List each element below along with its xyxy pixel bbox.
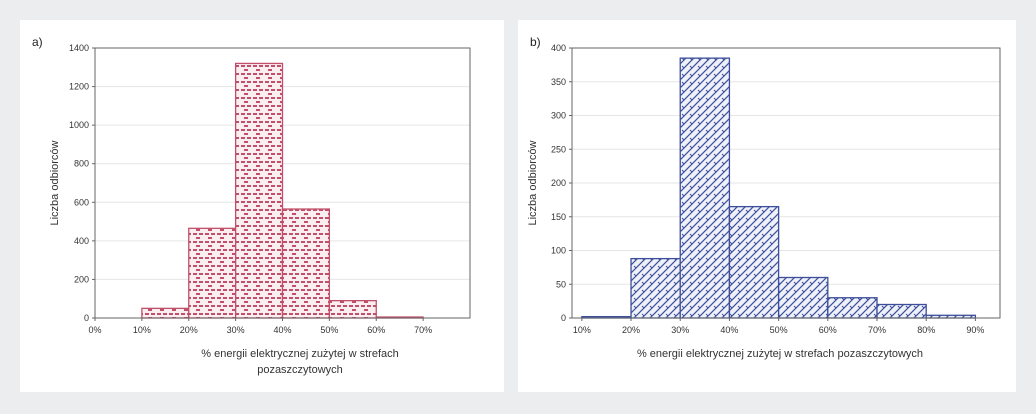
xtick-label-a-2: 20%: [180, 325, 198, 335]
ytick-label-a-1: 200: [74, 274, 89, 284]
yaxis-title-a: Liczba odbiorców: [49, 140, 61, 225]
xtick-label-b-0: 10%: [573, 325, 591, 335]
xtick-label-b-8: 90%: [966, 325, 984, 335]
plot-area-b: 0 50 100 150 200 250 300 350 400 10% 20% 30% 40% 50% 6…: [527, 43, 1001, 360]
ytick-label-b-2: 100: [551, 246, 566, 256]
xtick-label-b-6: 70%: [868, 325, 886, 335]
xaxis-title-line2-a: pozaszczytowych: [257, 364, 343, 376]
bar-a-4: [281, 208, 331, 319]
bar-b-3: [728, 205, 780, 319]
xtick-label-b-3: 40%: [720, 325, 738, 335]
bar-b-1: [630, 257, 681, 319]
bar-a-5: [328, 299, 377, 319]
xtick-label-a-1: 10%: [133, 325, 151, 335]
bar-b-4: [777, 276, 829, 319]
xtick-label-b-1: 20%: [622, 325, 640, 335]
xtick-label-b-5: 60%: [819, 325, 837, 335]
xtick-label-a-3: 30%: [227, 325, 245, 335]
bar-b-2: [679, 57, 731, 319]
ytick-label-a-5: 1000: [69, 120, 89, 130]
xaxis-title-b: % energii elektrycznej zużytej w strefac…: [637, 348, 923, 360]
ytick-label-b-8: 400: [551, 43, 566, 53]
panel-b-label: b): [530, 35, 541, 49]
xtick-label-a-0: 0%: [88, 325, 101, 335]
xtick-label-b-2: 30%: [671, 325, 689, 335]
yaxis-title-b: Liczba odbiorców: [527, 140, 539, 225]
ytick-label-a-6: 1200: [69, 82, 89, 92]
xtick-label-a-7: 70%: [414, 325, 432, 335]
xaxis-title-a: % energii elektrycznej zużytej w strefac…: [201, 348, 398, 360]
panel-a-label: a): [32, 35, 43, 49]
ytick-label-a-4: 800: [74, 159, 89, 169]
ytick-label-a-0: 0: [84, 313, 89, 323]
bar-b-5: [827, 297, 878, 319]
bar-a-1: [141, 307, 190, 319]
xtick-label-a-4: 40%: [273, 325, 291, 335]
xtick-label-a-6: 60%: [367, 325, 385, 335]
chart-panel-a: a) 0 200 400 600 800 1000 1200 1400 0% 10% 20% 30% 4…: [20, 20, 504, 392]
xtick-label-a-5: 50%: [320, 325, 338, 335]
ytick-label-a-3: 600: [74, 197, 89, 207]
ytick-label-b-0: 0: [561, 313, 566, 323]
chart-panel-b: b) 0 50 100 150 200 250 300 350 400 10% 20% 30% 40% 5…: [518, 20, 1016, 392]
ytick-label-b-6: 300: [551, 111, 566, 121]
ytick-label-a-2: 400: [74, 236, 89, 246]
ytick-label-b-7: 350: [551, 77, 566, 87]
ytick-label-b-5: 250: [551, 144, 566, 154]
xtick-label-b-7: 80%: [917, 325, 935, 335]
bar-b-6: [876, 303, 927, 319]
plot-area-a: 0 200 400 600 800 1000 1200 1400 0% 10% 20% 30% 40% 5…: [49, 43, 471, 376]
ytick-label-b-3: 150: [551, 212, 566, 222]
ytick-label-b-1: 50: [556, 279, 566, 289]
ytick-label-b-4: 200: [551, 178, 566, 188]
xtick-label-b-4: 50%: [770, 325, 788, 335]
bar-a-2: [188, 227, 237, 319]
bar-a-3: [234, 62, 284, 319]
ytick-label-a-7: 1400: [69, 43, 89, 53]
